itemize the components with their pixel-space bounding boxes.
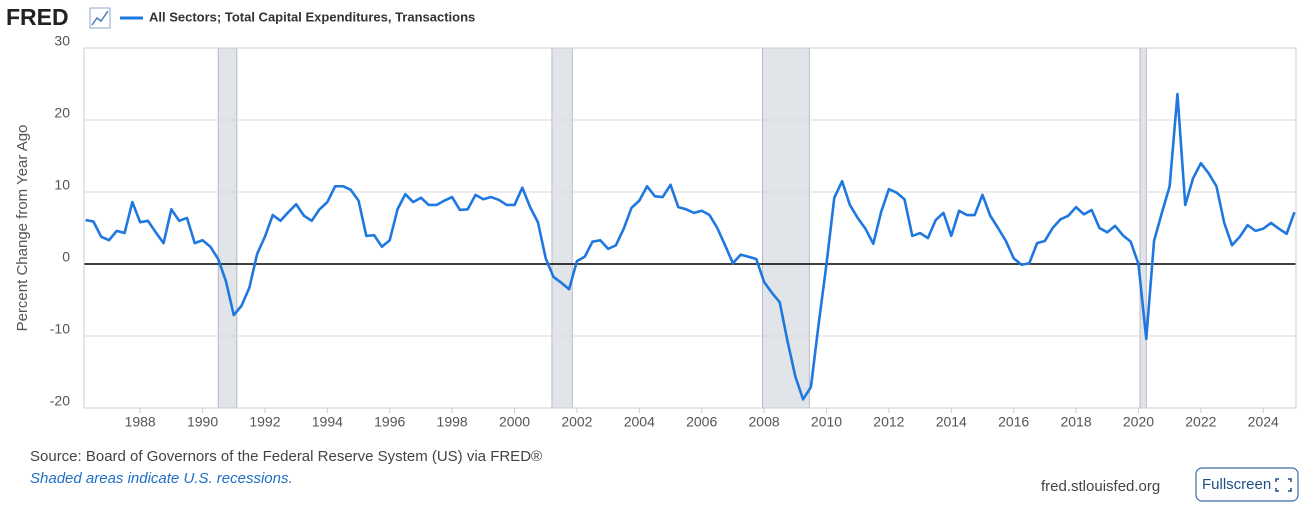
source: Source: Board of Governors of the Federa…: [30, 448, 542, 465]
recession-note: Shaded areas indicate U.S. recessions.: [30, 470, 293, 487]
x-tick-label: 1990: [187, 414, 218, 430]
x-tick-label: 2012: [873, 414, 904, 430]
x-tick-label: 2020: [1123, 414, 1154, 430]
plot-frame: [83, 47, 1297, 409]
data-line: [85, 92, 1296, 401]
fullscreen-button[interactable]: Fullscreen: [1195, 467, 1299, 502]
x-tick-label: 2014: [936, 414, 967, 430]
x-tick-label: 2000: [499, 414, 530, 430]
y-tick-label: 10: [54, 177, 70, 193]
x-tick-label: 1996: [374, 414, 405, 430]
x-tick-label: 2018: [1060, 414, 1091, 430]
y-tick-label: 30: [54, 33, 70, 49]
x-tick-label: 2024: [1248, 414, 1279, 430]
x-tick-label: 2002: [561, 414, 592, 430]
x-tick-label: 2004: [624, 414, 655, 430]
site-url: fred.stlouisfed.org: [1041, 478, 1160, 495]
x-tick-label: 1992: [249, 414, 280, 430]
x-tick-label: 2016: [998, 414, 1029, 430]
recession-band: [762, 47, 810, 409]
y-tick-label: 0: [62, 249, 70, 265]
x-tick-label: 2022: [1185, 414, 1216, 430]
x-tick-label: 2006: [686, 414, 717, 430]
x-tick-label: 1994: [312, 414, 343, 430]
button-frame[interactable]: [1195, 467, 1299, 502]
button-icon[interactable]: [1275, 478, 1292, 492]
y-axis-title: Percent Change from Year Ago: [14, 125, 31, 332]
x-tick-label: 2010: [811, 414, 842, 430]
button-label[interactable]: Fullscreen: [1202, 476, 1271, 493]
recession-band: [551, 47, 573, 409]
y-tick-label: -10: [50, 321, 70, 337]
recession-band: [1139, 47, 1147, 409]
recession-band: [217, 47, 238, 409]
legend-label: All Sectors; Total Capital Expenditures,…: [149, 9, 475, 24]
x-tick-label: 1998: [437, 414, 468, 430]
logo: FRED: [6, 4, 69, 30]
x-tick-label: 2008: [749, 414, 780, 430]
y-tick-label: 20: [54, 105, 70, 121]
x-tick-label: 1988: [125, 414, 156, 430]
logo-icon: [89, 7, 111, 29]
y-tick-label: -20: [50, 393, 70, 409]
plot: [84, 47, 1296, 413]
